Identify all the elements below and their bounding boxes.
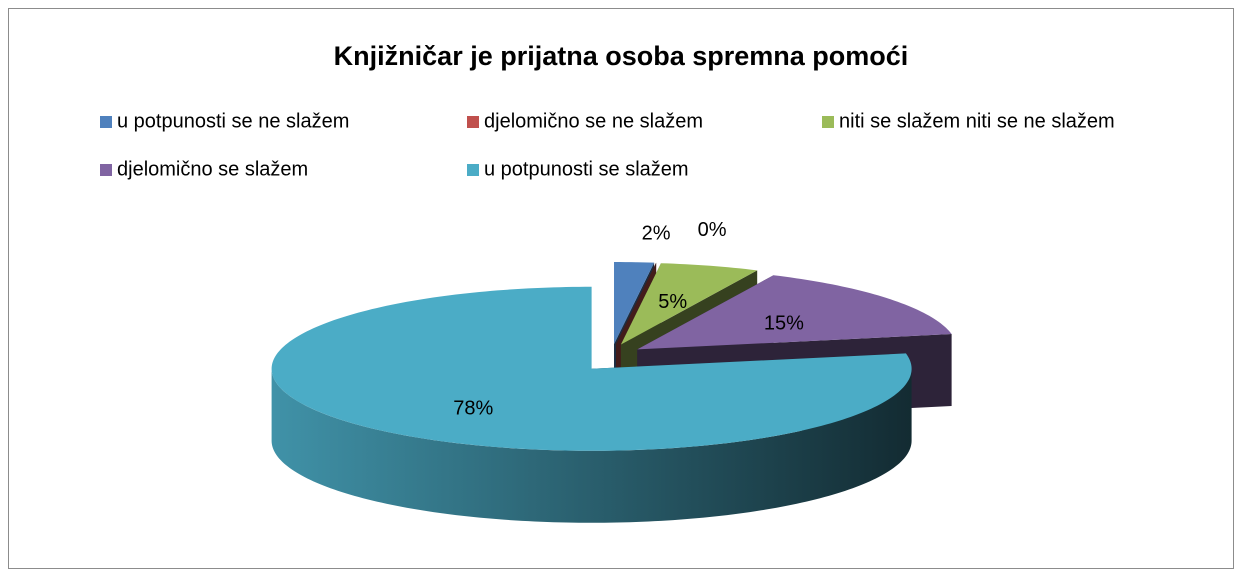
legend-swatch xyxy=(100,116,112,128)
data-label: 78% xyxy=(453,398,493,420)
pie-outer-wall xyxy=(271,368,912,523)
chart-title: Knjižničar je prijatna osoba spremna pom… xyxy=(334,41,909,71)
pie-slice xyxy=(637,275,952,350)
legend-label: djelomično se ne slažem xyxy=(484,110,703,132)
legend-label: niti se slažem niti se ne slažem xyxy=(839,110,1115,132)
legend-label: u potpunosti se slažem xyxy=(484,158,689,180)
pie-slice xyxy=(620,263,758,345)
legend-swatch xyxy=(467,116,479,128)
data-label: 2% xyxy=(642,222,671,244)
pie-labels: 2% 0% 5% 15% 78% xyxy=(453,219,804,420)
data-label: 0% xyxy=(698,219,727,241)
legend-swatch xyxy=(100,164,112,176)
legend-swatch xyxy=(822,116,834,128)
pie-tops xyxy=(271,262,952,451)
pie-slice xyxy=(614,262,655,345)
legend-label: djelomično se slažem xyxy=(117,158,308,180)
data-label: 5% xyxy=(658,291,687,313)
data-label: 15% xyxy=(764,313,804,335)
legend-swatch xyxy=(467,164,479,176)
legend-label: u potpunosti se ne slažem xyxy=(117,110,349,132)
pie-slice xyxy=(271,286,912,451)
